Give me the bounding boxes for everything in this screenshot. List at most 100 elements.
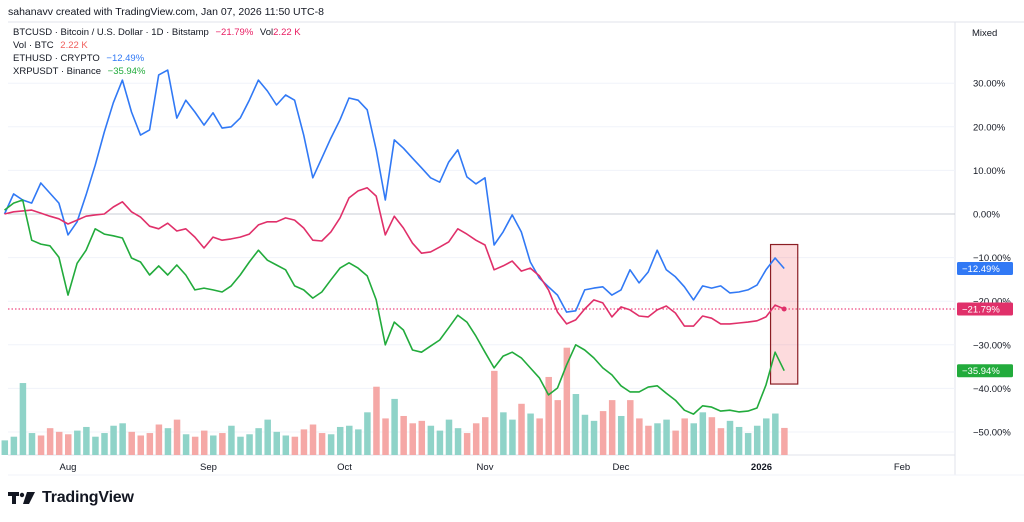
volume-bar [28,433,36,455]
volume-bar [164,428,172,455]
last-value-badge [957,261,1013,275]
volume-bar [210,435,217,455]
last-value-badge [957,302,1013,316]
volume-bar [554,400,562,455]
series-lines [3,69,787,415]
volume-bar [536,418,543,455]
volume-bar [318,433,326,455]
legend-label: Vol · BTC [13,40,54,51]
volume-bar [436,430,444,455]
volume-bar [663,419,670,455]
legend-extra: Vol [259,27,274,38]
tradingview-logo[interactable]: TradingView [8,489,134,507]
volume-bar [110,425,117,455]
volume-bar [527,413,534,455]
volume-bar [672,430,679,455]
volume-bar [500,412,507,455]
volume-bar [327,434,335,455]
legend-xrp[interactable]: XRPUSDT · Binance −35.94% [13,66,145,77]
volume-bar [228,425,235,455]
volume-bar [364,412,371,455]
volume-bar [237,436,244,455]
last-value-label: −35.94% [962,366,1000,377]
volume-bar [291,436,299,455]
volume-bar [391,398,398,455]
volume-bar [617,415,625,455]
volume-bar [200,430,208,455]
volume-bar [599,411,607,455]
volume-bar [654,423,661,455]
brand-name: TradingView [42,489,134,506]
volume-bar [409,423,416,455]
volume-bar [128,431,135,455]
volume-bar [563,347,571,455]
volume-bar [699,412,707,455]
legend-label: ETHUSD · CRYPTO [13,53,100,64]
volume-bar [772,413,779,455]
volume-bar [83,426,90,455]
grid [8,21,1024,476]
volume-bar [744,433,752,455]
volume-bar [463,433,471,455]
chart-credit: sahanavv created with TradingView.com, J… [8,6,324,18]
volume-bars [1,347,788,455]
volume-bar [65,434,72,455]
volume-bar [355,429,362,455]
volume-bar [491,370,498,455]
volume-bar [418,420,426,455]
x-tick-label: Sep [200,462,217,473]
axes: 30.00% 20.00% 10.00% 0.00% −10.00% −20.00% −30… [60,79,1013,473]
volume-bar [173,419,181,455]
series-line-eth [3,69,785,313]
scale-mode-button[interactable]: Mixed [972,28,998,39]
x-tick-label: Aug [60,462,77,473]
volume-bar [726,420,734,455]
volume-bar [636,418,643,455]
legend-label: BTCUSD · Bitcoin / U.S. Dollar · 1D · Bi… [13,27,209,38]
legend-value: −12.49% [106,53,145,64]
volume-bar [763,418,770,455]
legend-btc[interactable]: BTCUSD · Bitcoin / U.S. Dollar · 1D · Bi… [13,27,301,38]
volume-bar [273,431,280,455]
volume-bar [627,400,634,455]
volume-bar [309,424,317,455]
volume-bar [454,428,462,455]
volume-bar [545,376,552,455]
tradingview-logo-icon [8,492,35,504]
volume-bar [10,436,18,455]
highlight-box [769,243,799,385]
volume-bar [518,403,525,455]
legend-eth[interactable]: ETHUSD · CRYPTO −12.49% [13,53,144,64]
volume-bar [336,426,344,455]
series-line-btc [4,187,785,327]
legend-value: −35.94% [107,66,146,77]
y-tick-label: −40.00% [973,384,1011,395]
legend-value: 2.22 K [60,40,88,51]
volume-bar [74,430,81,455]
volume-bar [19,383,27,455]
volume-bar [509,419,516,455]
legend-volume[interactable]: Vol · BTC 2.22 K [13,40,88,51]
last-value-label: −12.49% [962,264,1000,275]
volume-bar [753,425,761,455]
y-tick-label: −30.00% [973,340,1011,351]
volume-bar [781,427,788,455]
volume-bar [681,418,688,455]
volume-bar [219,433,226,455]
volume-bar [472,423,480,455]
volume-bar [735,426,743,455]
last-point-marker [781,306,787,312]
volume-bar [101,433,108,455]
highlight-rect [769,243,799,385]
series-line-xrp [4,199,785,415]
volume-bar [155,424,163,455]
volume-bar [373,386,380,455]
volume-bar [445,419,453,455]
volume-bar [191,436,199,455]
volume-bar [572,394,580,455]
volume-bar [708,417,716,455]
x-tick-label: Oct [337,462,352,473]
volume-bar [46,428,54,455]
x-tick-label: Feb [894,462,910,473]
